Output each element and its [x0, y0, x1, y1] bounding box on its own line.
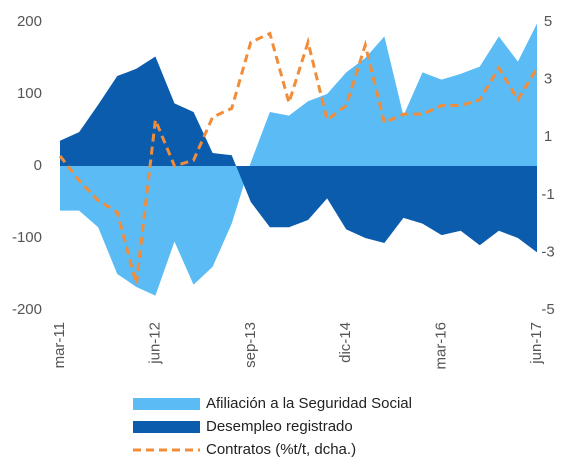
- y2-tick-label: -5: [541, 301, 554, 318]
- legend-label: Afiliación a la Seguridad Social: [206, 395, 412, 412]
- x-tick-label: dic-14: [337, 322, 354, 363]
- x-tick-label: jun-17: [528, 322, 545, 365]
- y-tick-label: -100: [12, 229, 42, 246]
- y2-tick-label: -1: [541, 186, 554, 203]
- y2-tick-label: 3: [544, 71, 552, 88]
- x-tick-label: mar-11: [51, 322, 68, 368]
- y-tick-label: 0: [34, 157, 42, 174]
- y2-tick-label: 5: [544, 13, 552, 30]
- y-tick-label: 100: [17, 85, 42, 102]
- y2-tick-label: -3: [541, 243, 554, 260]
- legend-label: Desempleo registrado: [206, 418, 353, 435]
- y-tick-label: 200: [17, 13, 42, 30]
- area: [60, 56, 537, 253]
- legend-label: Contratos (%t/t, dcha.): [206, 441, 356, 458]
- x-tick-label: jun-12: [146, 322, 163, 365]
- legend-swatch: [133, 398, 200, 410]
- x-tick-label: mar-16: [433, 322, 450, 370]
- line: [58, 31, 539, 285]
- area: [60, 23, 537, 296]
- y2-tick-label: 1: [544, 128, 552, 145]
- legend-swatch: [133, 421, 200, 433]
- x-tick-label: sep-13: [242, 322, 259, 368]
- y-tick-label: -200: [12, 301, 42, 318]
